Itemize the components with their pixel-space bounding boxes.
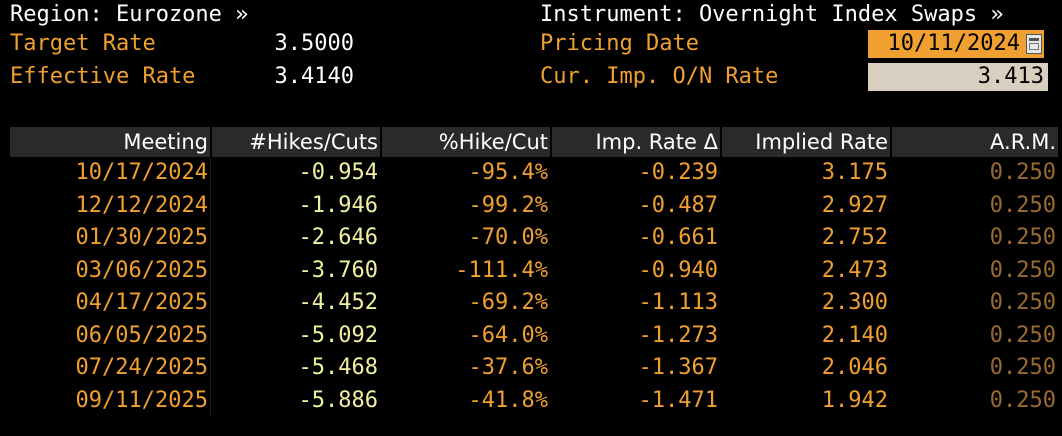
imp-rate-delta: -0.239 <box>638 160 718 185</box>
meeting-date: 06/05/2025 <box>75 322 208 348</box>
pct-hike-cut: -95.4% <box>468 160 548 185</box>
target-rate-value: 3.5000 <box>274 31 354 56</box>
imp-rate-delta: -1.273 <box>638 322 718 348</box>
meeting-date: 07/24/2025 <box>75 355 208 380</box>
meetings-table: Meeting #Hikes/Cuts %Hike/Cut Imp. Rate … <box>10 127 1058 417</box>
meeting-date: 04/17/2025 <box>75 290 208 315</box>
implied-rate: 2.473 <box>821 257 888 283</box>
imp-rate-delta: -0.661 <box>638 225 718 250</box>
imp-rate-delta: -1.367 <box>638 355 718 380</box>
col-header-implied-rate[interactable]: Implied Rate <box>720 127 890 157</box>
col-header-hikes-cuts[interactable]: #Hikes/Cuts <box>210 127 380 157</box>
table-body: 10/17/2024 -0.954 -95.4% -0.239 3.175 0.… <box>10 157 1058 417</box>
table-row[interactable]: 07/24/2025 -5.468 -37.6% -1.367 2.046 0.… <box>10 352 1058 385</box>
pricing-date-field[interactable]: 10/11/2024 <box>868 30 1044 58</box>
implied-rate: 2.046 <box>821 355 888 380</box>
arm-value: 0.250 <box>989 257 1056 283</box>
arm-value: 0.250 <box>989 355 1056 380</box>
meeting-date: 03/06/2025 <box>75 257 208 283</box>
implied-rate: 3.175 <box>821 160 888 185</box>
col-header-imp-rate-delta[interactable]: Imp. Rate Δ <box>550 127 720 157</box>
pct-hike-cut: -99.2% <box>468 192 548 218</box>
calendar-icon[interactable] <box>1026 34 1042 54</box>
instrument-selector[interactable]: Instrument: Overnight Index Swaps » <box>540 2 1004 27</box>
pct-hike-cut: -111.4% <box>455 257 548 283</box>
meeting-date: 10/17/2024 <box>75 160 208 185</box>
hikes-cuts: -1.946 <box>298 192 378 218</box>
col-header-arm[interactable]: A.R.M. <box>890 127 1058 157</box>
pct-hike-cut: -41.8% <box>468 387 548 413</box>
pct-hike-cut: -64.0% <box>468 322 548 348</box>
table-row[interactable]: 12/12/2024 -1.946 -99.2% -0.487 2.927 0.… <box>10 190 1058 223</box>
cur-imp-rate-value: 3.413 <box>977 64 1044 89</box>
arm-value: 0.250 <box>989 322 1056 348</box>
hikes-cuts: -5.092 <box>298 322 378 348</box>
imp-rate-delta: -1.471 <box>638 387 718 413</box>
hikes-cuts: -3.760 <box>298 257 378 283</box>
col-header-meeting[interactable]: Meeting <box>123 130 208 154</box>
implied-rate: 2.300 <box>821 290 888 315</box>
table-row[interactable]: 06/05/2025 -5.092 -64.0% -1.273 2.140 0.… <box>10 320 1058 353</box>
cur-imp-rate-label: Cur. Imp. O/N Rate <box>540 64 779 89</box>
imp-rate-delta: -0.940 <box>638 257 718 283</box>
cur-imp-rate-field[interactable]: 3.413 <box>868 63 1048 91</box>
implied-rate: 2.927 <box>821 192 888 218</box>
pricing-date-label: Pricing Date <box>540 31 699 56</box>
region-selector[interactable]: Region: Eurozone » <box>10 2 249 27</box>
target-rate-label: Target Rate <box>10 31 156 56</box>
hikes-cuts: -0.954 <box>298 160 378 185</box>
meeting-date: 12/12/2024 <box>75 192 208 218</box>
imp-rate-delta: -0.487 <box>638 192 718 218</box>
pricing-date-value: 10/11/2024 <box>887 31 1020 56</box>
hikes-cuts: -4.452 <box>298 290 378 315</box>
column-divider <box>210 157 211 417</box>
effective-rate-value: 3.4140 <box>274 64 354 89</box>
table-row[interactable]: 03/06/2025 -3.760 -111.4% -0.940 2.473 0… <box>10 255 1058 288</box>
effective-rate-label: Effective Rate <box>10 64 196 89</box>
table-header: Meeting #Hikes/Cuts %Hike/Cut Imp. Rate … <box>10 127 1058 157</box>
col-header-pct-hike-cut[interactable]: %Hike/Cut <box>380 127 550 157</box>
table-row[interactable]: 04/17/2025 -4.452 -69.2% -1.113 2.300 0.… <box>10 287 1058 320</box>
arm-value: 0.250 <box>989 192 1056 218</box>
arm-value: 0.250 <box>989 225 1056 250</box>
arm-value: 0.250 <box>989 290 1056 315</box>
implied-rate: 2.752 <box>821 225 888 250</box>
pct-hike-cut: -70.0% <box>468 225 548 250</box>
hikes-cuts: -5.468 <box>298 355 378 380</box>
arm-value: 0.250 <box>989 160 1056 185</box>
imp-rate-delta: -1.113 <box>638 290 718 315</box>
meeting-date: 09/11/2025 <box>75 387 208 413</box>
table-row[interactable]: 09/11/2025 -5.886 -41.8% -1.471 1.942 0.… <box>10 385 1058 418</box>
hikes-cuts: -2.646 <box>298 225 378 250</box>
implied-rate: 1.942 <box>821 387 888 413</box>
implied-rate: 2.140 <box>821 322 888 348</box>
table-row[interactable]: 10/17/2024 -0.954 -95.4% -0.239 3.175 0.… <box>10 157 1058 190</box>
pct-hike-cut: -37.6% <box>468 355 548 380</box>
table-row[interactable]: 01/30/2025 -2.646 -70.0% -0.661 2.752 0.… <box>10 222 1058 255</box>
hikes-cuts: -5.886 <box>298 387 378 413</box>
arm-value: 0.250 <box>989 387 1056 413</box>
meeting-date: 01/30/2025 <box>75 225 208 250</box>
pct-hike-cut: -69.2% <box>468 290 548 315</box>
